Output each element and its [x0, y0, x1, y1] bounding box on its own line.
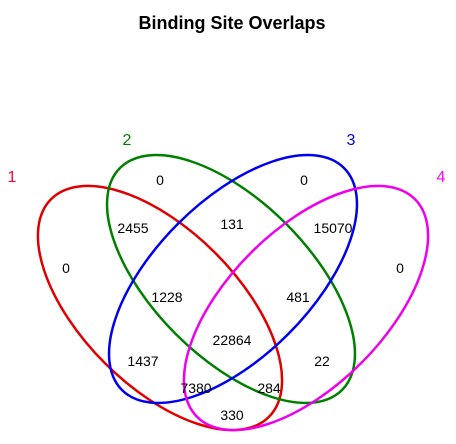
region-1-2-3-4-count: 22864 — [213, 332, 252, 348]
set-1-ellipse — [36, 184, 284, 432]
set-3-label: 3 — [347, 132, 356, 149]
region-1-2-3-count: 1228 — [151, 289, 182, 305]
region-only-4-count: 0 — [396, 260, 404, 276]
set-1-label: 1 — [8, 169, 17, 186]
set-4-label: 4 — [437, 169, 446, 186]
region-1-3-4-count: 7380 — [180, 380, 211, 396]
region-only-3-count: 0 — [300, 172, 308, 188]
set-4-ellipse — [182, 184, 430, 432]
region-1-4-count: 330 — [220, 407, 244, 423]
region-1-2-4-count: 284 — [257, 380, 281, 396]
region-2-3-4-count: 481 — [286, 289, 310, 305]
set-2-ellipse — [105, 153, 357, 405]
region-only-1-count: 0 — [62, 260, 70, 276]
set-2-label: 2 — [123, 132, 132, 149]
diagram-title: Binding Site Overlaps — [138, 13, 325, 33]
region-3-4-count: 15070 — [314, 220, 353, 236]
region-2-4-count: 22 — [314, 353, 330, 369]
region-1-3-count: 1437 — [127, 353, 158, 369]
region-1-2-count: 2455 — [117, 220, 148, 236]
set-3-ellipse — [107, 153, 359, 405]
region-only-2-count: 0 — [156, 172, 164, 188]
region-2-3-count: 131 — [220, 216, 244, 232]
